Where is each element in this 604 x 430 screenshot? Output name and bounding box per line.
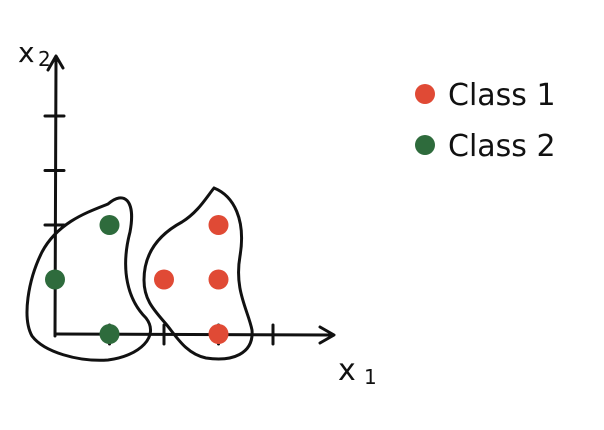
data-points (45, 215, 229, 344)
y-axis-label-subscript: 2 (38, 47, 51, 71)
x-axis-arrow (318, 325, 336, 345)
legend-marker-class-2 (415, 135, 435, 155)
class-1-point-4 (208, 269, 229, 290)
class-2-point-1 (99, 215, 120, 235)
legend-label-class-2: Class 2 (448, 129, 556, 164)
class-1-point-2 (154, 269, 174, 290)
class-1-point-1 (208, 215, 229, 235)
y-ticks (43, 114, 66, 227)
legend-label-class-1: Class 1 (448, 78, 556, 113)
legend-marker-class-1 (415, 84, 435, 104)
y-axis-line (53, 56, 58, 338)
class-2-cluster-boundary (25, 196, 152, 362)
x-axis-line (53, 332, 334, 337)
class-2-point-2 (45, 269, 65, 290)
class-1-point-3 (208, 324, 229, 344)
x-axis-label-subscript: 1 (364, 365, 377, 389)
legend: Class 1 Class 2 (415, 78, 556, 164)
y-axis-arrow (46, 54, 65, 72)
class-2-point-3 (99, 324, 120, 344)
x-axis-label: x (338, 353, 356, 388)
y-axis-label: x (18, 36, 35, 69)
class-1-cluster-boundary (142, 186, 254, 361)
